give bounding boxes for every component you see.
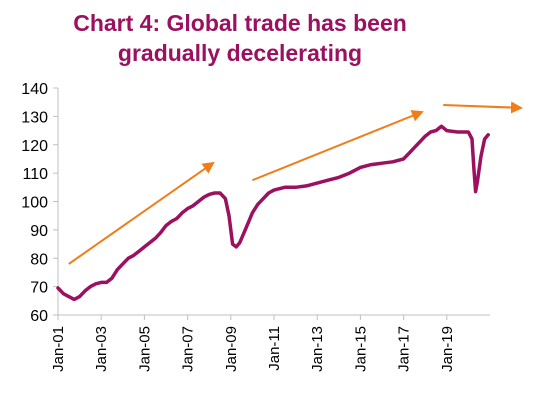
y-tick-label: 140 xyxy=(21,81,48,98)
x-tick-label: Jan-07 xyxy=(180,326,197,372)
x-tick-label: Jan-03 xyxy=(93,326,110,372)
x-tick-label: Jan-05 xyxy=(136,326,153,372)
y-tick-label: 130 xyxy=(21,109,48,126)
x-tick-label: Jan-19 xyxy=(439,326,456,372)
annotations xyxy=(68,101,523,265)
trend-arrow-2 xyxy=(252,110,424,182)
y-tick-label: 120 xyxy=(21,138,48,155)
x-tick-label: Jan-01 xyxy=(50,326,67,372)
y-tick-label: 90 xyxy=(30,223,48,240)
y-axis: 60 70 80 90 100 110 120 130 140 xyxy=(21,81,59,325)
x-tick-label: Jan-09 xyxy=(223,326,240,372)
y-tick-label: 100 xyxy=(21,195,48,212)
x-tick-label: Jan-15 xyxy=(352,326,369,372)
series-line-0 xyxy=(56,124,490,302)
trend-arrow-3 xyxy=(443,101,523,114)
x-tick-label: Jan-11 xyxy=(266,326,283,371)
y-tick-label: 70 xyxy=(30,280,48,297)
chart-title-line-1: Chart 4: Global trade has been xyxy=(73,10,407,36)
chart-title-line-2: gradually decelerating xyxy=(117,40,363,66)
y-tick-label: 60 xyxy=(30,308,48,325)
series-group xyxy=(56,124,490,302)
y-tick-label: 80 xyxy=(30,251,48,268)
x-axis: Jan-01 Jan-03 Jan-05 Jan-07 Jan-09 Jan-11 Jan-… xyxy=(50,314,490,372)
y-tick-label: 110 xyxy=(22,166,48,183)
x-tick-label: Jan-17 xyxy=(396,326,413,372)
trend-arrow-1 xyxy=(68,161,215,265)
x-tick-label: Jan-13 xyxy=(309,326,326,372)
